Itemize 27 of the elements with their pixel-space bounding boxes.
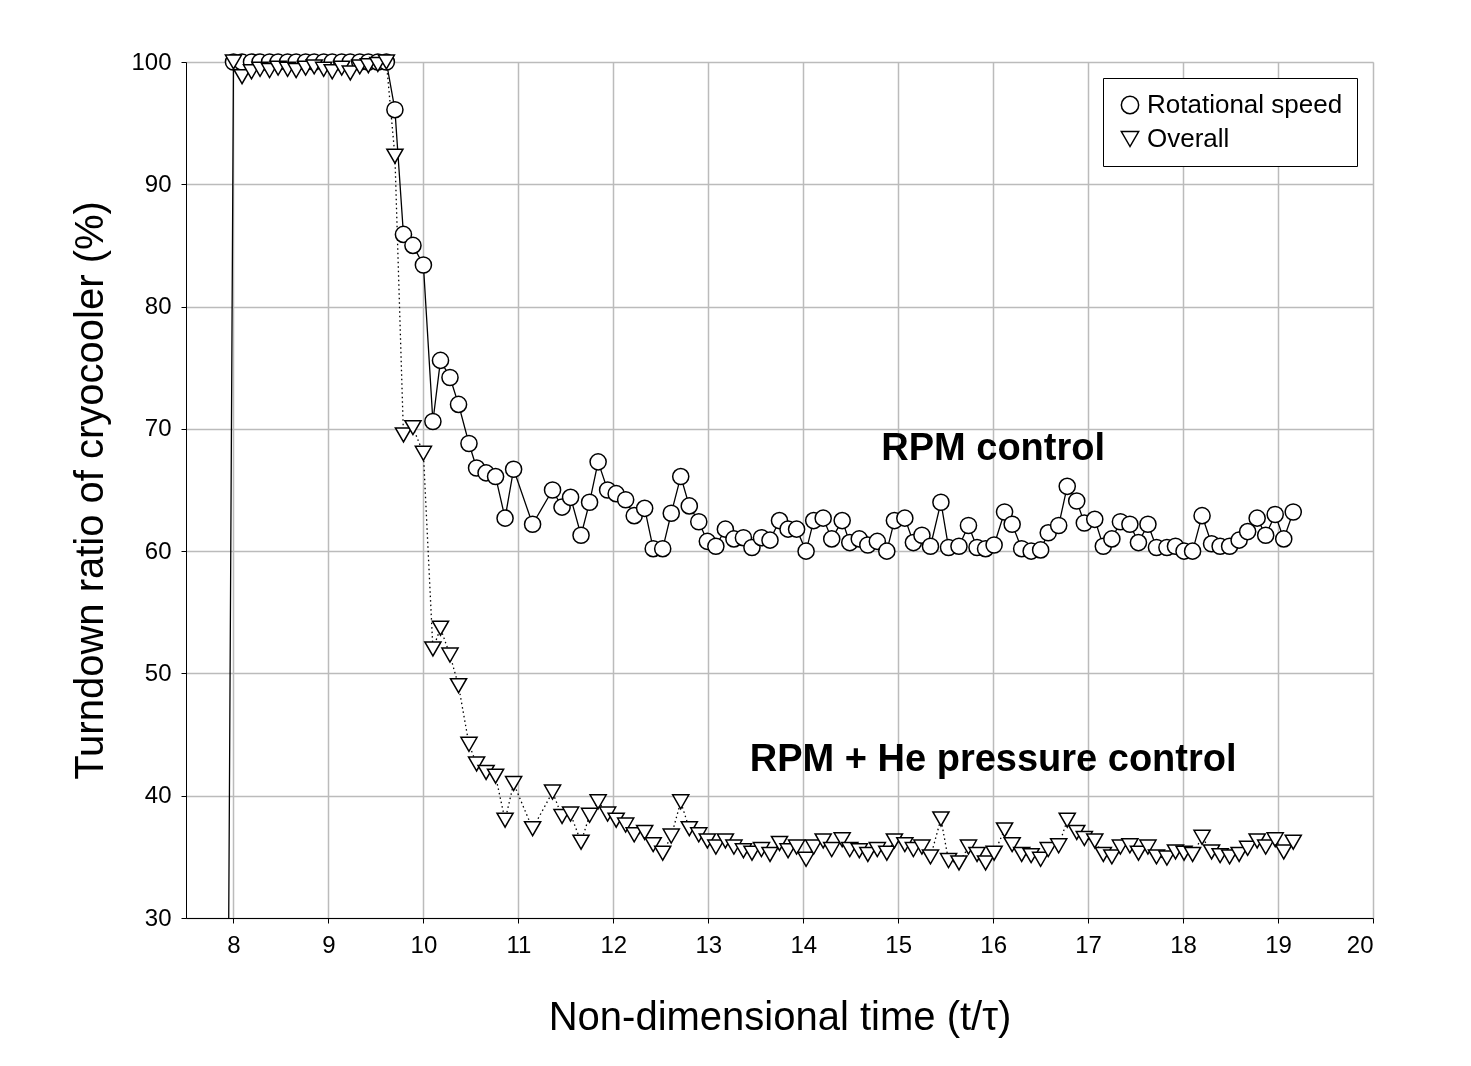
y-tick-label: 30 — [144, 903, 172, 931]
x-tick-label: 8 — [227, 930, 241, 958]
y-tick-label: 100 — [131, 47, 172, 75]
legend-label: Rotational speed — [1147, 89, 1343, 119]
x-tick-label: 10 — [410, 930, 438, 958]
x-tick-label: 17 — [1075, 930, 1102, 958]
legend-label: Overall — [1147, 123, 1230, 153]
x-axis-title: Non-dimensional time (t/τ) — [548, 993, 1012, 1038]
x-tick-label: 19 — [1265, 930, 1292, 958]
y-tick-label: 60 — [144, 536, 172, 564]
x-tick-label: 15 — [885, 930, 913, 958]
y-tick-label: 70 — [144, 414, 172, 442]
y-tick-label: 50 — [144, 658, 172, 686]
annotation: RPM + He pressure control — [749, 736, 1237, 779]
y-axis-title: Turndown ratio of cryocooler (%) — [67, 201, 112, 780]
x-tick-label: 18 — [1170, 930, 1197, 958]
x-tick-label: 13 — [695, 930, 723, 958]
annotation: RPM control — [881, 426, 1106, 469]
y-tick-label: 90 — [144, 169, 172, 197]
x-tick-label: 12 — [600, 930, 628, 958]
x-tick-label: 20 — [1346, 930, 1374, 958]
x-tick-label: 11 — [506, 930, 532, 958]
x-tick-label: 9 — [322, 930, 336, 958]
y-tick-label: 80 — [144, 292, 172, 320]
x-tick-label: 16 — [980, 930, 1008, 958]
x-tick-label: 14 — [790, 930, 818, 958]
y-tick-label: 40 — [144, 781, 172, 809]
